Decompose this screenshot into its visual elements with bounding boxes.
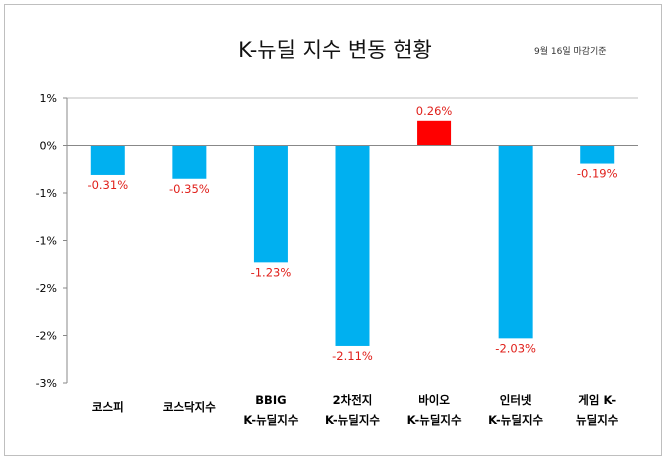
y-tick-label: -3%: [36, 377, 57, 390]
y-tick-label: 1%: [40, 92, 57, 105]
y-tick-label: 0%: [40, 140, 57, 153]
bar: [417, 120, 452, 146]
category-label: 인터넷: [500, 393, 532, 407]
bar: [253, 145, 288, 263]
bar: [90, 145, 125, 175]
category-label: K-뉴딜지수: [243, 413, 298, 427]
data-label: -0.31%: [87, 178, 128, 192]
data-label: -2.03%: [495, 341, 536, 355]
bar: [335, 145, 370, 346]
bar: [172, 145, 207, 179]
bar: [498, 145, 533, 339]
y-tick-label: -1%: [36, 187, 57, 200]
category-label: 코스닥지수: [163, 400, 216, 414]
bar: [580, 145, 615, 164]
chart-title: K-뉴딜 지수 변동 현황: [238, 38, 432, 62]
data-label: -1.23%: [251, 265, 292, 279]
chart-subtitle: 9월 16일 마감기준: [534, 47, 607, 57]
data-label: 0.26%: [416, 104, 453, 118]
category-label: BBIG: [255, 393, 286, 407]
category-label: 게임 K-: [578, 393, 616, 407]
category-label: K-뉴딜지수: [325, 413, 380, 427]
y-tick-label: -2%: [36, 330, 57, 343]
y-tick-label: -2%: [36, 282, 57, 295]
category-label: 뉴딜지수: [576, 413, 619, 427]
category-label: 코스피: [92, 400, 124, 414]
category-label: K-뉴딜지수: [407, 413, 462, 427]
category-label: 바이오: [418, 393, 450, 407]
category-label: K-뉴딜지수: [488, 413, 543, 427]
data-label: -0.19%: [577, 167, 618, 181]
data-label: -0.35%: [169, 182, 210, 196]
data-label: -2.11%: [332, 349, 373, 363]
category-label: 2차전지: [333, 393, 373, 407]
y-tick-label: -1%: [36, 235, 57, 248]
chart-frame: [4, 4, 662, 456]
